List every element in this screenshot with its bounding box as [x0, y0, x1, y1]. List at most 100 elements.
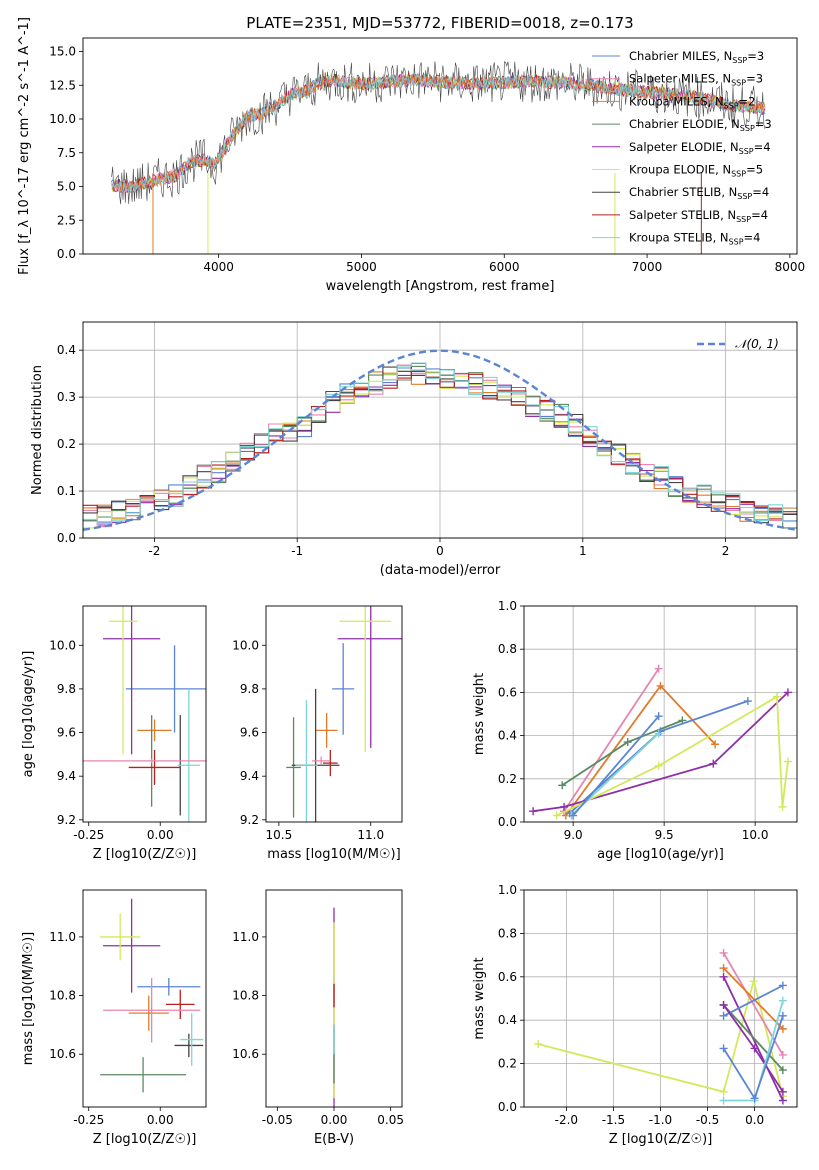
mass-vs-metallicity-panel: -0.25 0.00 10.6 10.8 11.0 Z [log10(Z/Z☉)] mass…	[21, 889, 207, 1147]
y-tick-label: 1.0	[498, 883, 517, 897]
x-tick-label: 4000	[203, 260, 234, 274]
y-tick-label: 0.0	[57, 247, 76, 261]
x-axis-label: E(B-V)	[314, 1132, 354, 1147]
mass-weight-marker	[656, 681, 665, 690]
y-axis-label: Flux [f_λ 10^-17 erg cm^-2 s^-1 A^-1]	[17, 17, 32, 275]
mass-weight-marker	[534, 1040, 543, 1049]
legend-label: Chabrier STELIB, NSSP=4	[629, 185, 769, 201]
x-tick-label: -0.25	[73, 1113, 104, 1127]
mass-weight-marker	[654, 664, 663, 673]
mass-weight-marker	[719, 972, 728, 981]
histogram-step	[83, 362, 797, 524]
y-tick-label: 15.0	[49, 45, 76, 59]
x-tick-label: 10.5	[266, 828, 293, 842]
y-axis-label: mass weight	[472, 673, 487, 755]
mass-weight-line	[723, 984, 784, 1017]
legend-series-name: Salpeter MILES, N	[629, 72, 731, 86]
x-tick-label: -2	[148, 544, 160, 558]
y-tick-label: 0.4	[498, 729, 517, 743]
mass-weight-line	[563, 668, 660, 812]
spectrum-panel: 4000 5000 6000 7000 8000 0.0 2.5 5.0 7.5 10.0 12.5…	[17, 14, 805, 294]
residual-histogram-panel: -2 -1 0 1 2 0.0 0.1 0.2 0.3 0.4 (data-model)/error…	[30, 321, 798, 578]
y-tick-label: 10.0	[232, 638, 259, 652]
axes-frame	[265, 889, 403, 1108]
y-tick-label: 9.6	[57, 726, 76, 740]
x-axis-label: mass [log10(M/M☉)]	[267, 847, 400, 862]
x-tick-label: 7000	[632, 260, 663, 274]
x-tick-label: -0.25	[73, 828, 104, 842]
mass-weight-marker	[569, 811, 578, 820]
legend-ssp-count: =4	[751, 208, 768, 222]
x-tick-label: 0.0	[745, 1113, 764, 1127]
legend-ssp-sub: SSP	[737, 192, 752, 201]
mass-weight-marker	[749, 977, 758, 986]
legend-ssp-sub: SSP	[729, 238, 744, 247]
y-axis-label: age [log10(age/yr)]	[21, 651, 36, 778]
mass-weight-marker	[719, 1011, 728, 1020]
x-tick-label: 0.05	[377, 1113, 404, 1127]
y-tick-label: 10.0	[49, 112, 76, 126]
y-tick-label: 9.4	[57, 769, 76, 783]
legend-ssp-count: =4	[754, 140, 771, 154]
x-axis-label: Z [log10(Z/Z☉)]	[609, 1132, 713, 1147]
y-tick-label: 11.0	[49, 930, 76, 944]
y-tick-label: 0.0	[57, 531, 76, 545]
age-vs-metallicity-panel: -0.25 0.00 9.2 9.4 9.6 9.8 10.0 Z [log10(Z/Z☉)]…	[21, 605, 207, 862]
x-axis-label: (data-model)/error	[380, 563, 501, 578]
mass-weight-marker	[778, 1096, 787, 1105]
x-tick-label: 0.00	[147, 1113, 174, 1127]
chart-title: PLATE=2351, MJD=53772, FIBERID=0018, z=0…	[246, 14, 633, 32]
mass-weight-marker	[654, 761, 663, 770]
mass-weight-marker	[560, 802, 569, 811]
mass-weight-marker	[552, 811, 561, 820]
mass-weight-marker	[558, 781, 567, 790]
legend-series-name: Chabrier STELIB, N	[629, 185, 737, 199]
mass-weight-marker	[719, 964, 728, 973]
mass-weight-marker	[778, 996, 787, 1005]
mass-weight-marker	[529, 807, 538, 816]
y-tick-label: 0.0	[498, 1100, 517, 1114]
y-tick-label: 10.0	[49, 638, 76, 652]
legend-label: Salpeter ELODIE, NSSP=4	[629, 140, 771, 156]
legend-ssp-sub: SSP	[739, 147, 754, 156]
legend-ssp-sub: SSP	[732, 56, 747, 65]
mass-weight-marker	[778, 1050, 787, 1059]
mass-weight-marker	[719, 1044, 728, 1053]
axes-frame	[82, 37, 798, 255]
mass-weight-marker	[654, 729, 663, 738]
legend-ssp-count: =5	[746, 163, 763, 177]
x-tick-label: 9.0	[564, 828, 583, 842]
legend-ssp-count: =4	[744, 231, 761, 245]
axes-frame	[523, 605, 798, 823]
y-tick-label: 10.6	[232, 1047, 259, 1061]
y-tick-label: 0.4	[498, 1013, 517, 1027]
legend-series-name: Kroupa STELIB, N	[629, 231, 729, 245]
x-tick-label: 1	[579, 544, 587, 558]
x-tick-label: -1	[291, 544, 303, 558]
mass-weight-marker	[778, 1011, 787, 1020]
x-axis-label: age [log10(age/yr)]	[597, 847, 724, 862]
mass-weight-marker	[743, 697, 752, 706]
y-tick-label: 12.5	[49, 78, 76, 92]
axes-frame	[265, 605, 403, 823]
y-tick-label: 0.1	[57, 484, 76, 498]
legend-series-name: Kroupa MILES, N	[629, 94, 724, 108]
legend-ssp-sub: SSP	[731, 79, 746, 88]
y-tick-label: 0.0	[498, 815, 517, 829]
age-vs-mass-panel: 10.5 11.0 9.2 9.4 9.6 9.8 10.0 mass [log10(M/M☉…	[232, 605, 403, 862]
x-tick-label: 8000	[775, 260, 806, 274]
y-tick-label: 11.0	[232, 930, 259, 944]
x-tick-label: -1.5	[602, 1113, 625, 1127]
x-tick-label: 0.00	[147, 828, 174, 842]
mass-weight-vs-age-panel: 9.0 9.5 10.0 0.0 0.2 0.4 0.6 0.8 1.0 age [log10(a…	[472, 599, 798, 862]
y-tick-label: 0.8	[498, 926, 517, 940]
mass-weight-marker	[711, 740, 720, 749]
mass-weight-marker	[719, 1096, 728, 1105]
x-tick-label: 10.0	[742, 828, 769, 842]
y-tick-label: 0.2	[498, 772, 517, 786]
x-tick-label: 6000	[489, 260, 520, 274]
mass-weight-marker	[778, 802, 787, 811]
legend-ssp-count: =3	[747, 49, 764, 63]
mass-weight-marker	[750, 1044, 759, 1053]
